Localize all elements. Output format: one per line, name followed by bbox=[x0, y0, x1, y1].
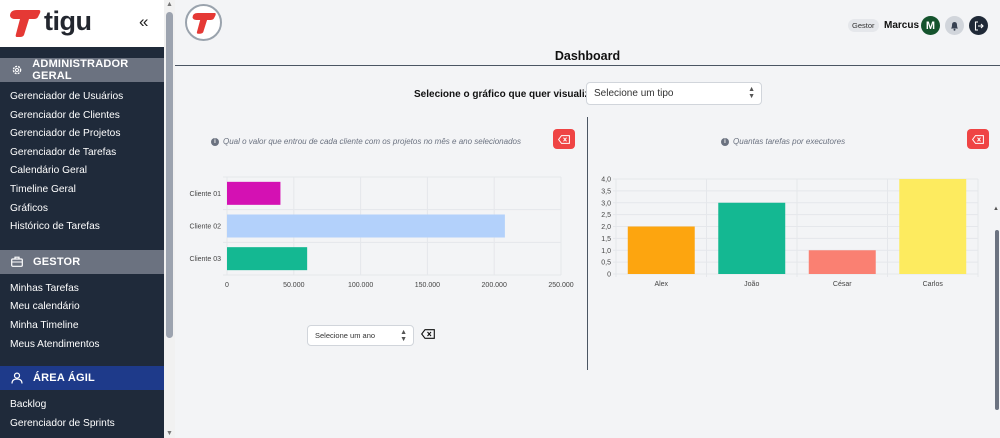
bar bbox=[227, 214, 505, 238]
x-tick-label: 100.000 bbox=[348, 282, 373, 289]
page-title: Dashboard bbox=[554, 49, 621, 63]
tasks-per-executor-chart: 0 0,5 1,0 1,5 2,0 2,5 3,0 3,5 4,0 Alex João César Ca… bbox=[601, 177, 979, 288]
y-tick-label: 2,0 bbox=[601, 224, 611, 231]
section-area-agil[interactable]: ÁREA ÁGIL bbox=[0, 366, 164, 391]
section-title: ÁREA ÁGIL bbox=[33, 372, 95, 385]
x-tick-label: João bbox=[744, 281, 759, 288]
x-tick-label: 0 bbox=[225, 282, 229, 289]
bar bbox=[227, 247, 308, 271]
admin-nav-list: Gerenciador de Usuários Gerenciador de C… bbox=[0, 82, 164, 237]
section-title: GESTOR bbox=[33, 255, 81, 268]
top-bar: Gestor Marcus M bbox=[175, 0, 1000, 47]
y-tick-label: Cliente 02 bbox=[189, 224, 221, 231]
info-icon: i bbox=[721, 137, 729, 146]
agil-nav-list: Backlog Gerenciador de Sprints bbox=[0, 390, 164, 433]
nav-meu-calendario[interactable]: Meu calendário bbox=[10, 301, 80, 313]
gear-icon bbox=[10, 63, 23, 77]
role-badge: Gestor bbox=[848, 19, 879, 32]
nav-meus-atendimentos[interactable]: Meus Atendimentos bbox=[10, 338, 100, 350]
x-tick-label: Alex bbox=[654, 281, 668, 288]
bar bbox=[718, 202, 786, 274]
backspace-icon bbox=[558, 134, 570, 144]
nav-minha-timeline[interactable]: Minha Timeline bbox=[10, 319, 79, 331]
sidebar-scrollbar[interactable]: ▲ ▼ bbox=[164, 0, 175, 438]
gestor-nav-list: Minhas Tarefas Meu calendário Minha Time… bbox=[0, 274, 164, 354]
scrollbar-thumb[interactable] bbox=[995, 230, 999, 410]
y-tick-label: 1,5 bbox=[601, 236, 611, 243]
double-chevron-left-icon[interactable]: « bbox=[139, 12, 149, 31]
app-logo-icon[interactable] bbox=[185, 4, 222, 41]
y-tick-label: 2,5 bbox=[601, 212, 611, 219]
brand-area: tigu « bbox=[0, 0, 164, 47]
bar bbox=[808, 250, 876, 274]
select-caret-icon: ▲ ▼ bbox=[400, 329, 407, 343]
main-scrollbar[interactable]: ▲ bbox=[993, 200, 1000, 438]
section-title: ADMINISTRADOR GERAL bbox=[32, 58, 129, 82]
nav-minhas-tarefas[interactable]: Minhas Tarefas bbox=[10, 282, 79, 294]
select-caret-icon: ▲ ▼ bbox=[748, 86, 755, 100]
charts-divider bbox=[587, 117, 588, 370]
scroll-up-icon[interactable]: ▲ bbox=[993, 206, 999, 212]
backspace-icon bbox=[972, 134, 984, 144]
chart-type-select-value: Selecione um tipo bbox=[594, 88, 674, 99]
nav-gerenciador-sprints[interactable]: Gerenciador de Sprints bbox=[10, 417, 115, 429]
left-chart-caption: i Qual o valor que entrou de cada client… bbox=[211, 137, 521, 146]
nav-gerenciador-clientes[interactable]: Gerenciador de Clientes bbox=[10, 109, 120, 121]
brand-name: tigu bbox=[44, 6, 92, 36]
y-tick-label: 0,5 bbox=[601, 260, 611, 267]
client-revenue-chart: 0 50.000 100.000 150.000 200.000 250.000 Clien… bbox=[189, 176, 574, 289]
right-chart-caption: i Quantas tarefas por executores bbox=[721, 137, 845, 146]
scrollbar-thumb[interactable] bbox=[166, 12, 173, 338]
year-select[interactable]: Selecione um ano ▲ ▼ bbox=[307, 325, 414, 346]
chart-selector-label: Selecione o gráfico que quer visualizar: bbox=[414, 89, 603, 100]
x-tick-label: Carlos bbox=[923, 281, 944, 288]
y-tick-label: Cliente 03 bbox=[189, 256, 221, 263]
title-divider bbox=[175, 65, 1000, 66]
y-tick-label: 1,0 bbox=[601, 248, 611, 255]
x-tick-label: César bbox=[833, 281, 852, 288]
chart-type-select[interactable]: Selecione um tipo ▲ ▼ bbox=[586, 82, 762, 105]
sidebar: tigu « ADMINISTRADOR GERAL Gerenciador d… bbox=[0, 0, 164, 438]
section-gestor[interactable]: GESTOR bbox=[0, 249, 164, 274]
nav-gerenciador-projetos[interactable]: Gerenciador de Projetos bbox=[10, 128, 121, 140]
avatar[interactable]: M bbox=[921, 16, 940, 35]
x-tick-label: 200.000 bbox=[482, 282, 507, 289]
user-icon bbox=[10, 371, 24, 385]
bar bbox=[899, 179, 967, 274]
nav-historico-tarefas[interactable]: Histórico de Tarefas bbox=[10, 221, 100, 233]
scroll-up-icon[interactable]: ▲ bbox=[166, 1, 173, 8]
y-tick-label: 0 bbox=[607, 272, 611, 279]
nav-calendario-geral[interactable]: Calendário Geral bbox=[10, 165, 88, 177]
left-chart-title: Qual o valor que entrou de cada cliente … bbox=[223, 137, 521, 146]
scroll-down-icon[interactable]: ▼ bbox=[166, 430, 173, 437]
right-chart-title: Quantas tarefas por executores bbox=[733, 137, 846, 146]
logout-icon[interactable] bbox=[969, 16, 988, 35]
bar bbox=[627, 226, 695, 274]
remove-right-chart-button[interactable] bbox=[967, 129, 989, 149]
nav-timeline-geral[interactable]: Timeline Geral bbox=[10, 183, 76, 195]
y-tick-label: 4,0 bbox=[601, 177, 611, 184]
briefcase-icon bbox=[10, 255, 24, 269]
user-name: Marcus bbox=[884, 20, 920, 31]
nav-gerenciador-usuarios[interactable]: Gerenciador de Usuários bbox=[10, 91, 124, 102]
tigu-logo-icon bbox=[10, 10, 41, 37]
nav-backlog[interactable]: Backlog bbox=[10, 399, 47, 411]
info-icon: i bbox=[211, 137, 219, 146]
y-tick-label: Cliente 01 bbox=[189, 191, 221, 198]
x-tick-label: 150.000 bbox=[415, 282, 440, 289]
bar bbox=[227, 181, 281, 205]
x-tick-label: 50.000 bbox=[283, 282, 305, 289]
remove-left-chart-button[interactable] bbox=[553, 129, 575, 149]
clear-year-icon[interactable] bbox=[421, 329, 435, 339]
nav-graficos[interactable]: Gráficos bbox=[10, 202, 48, 214]
y-tick-label: 3,0 bbox=[601, 200, 611, 207]
y-tick-label: 3,5 bbox=[601, 188, 611, 195]
section-admin-geral[interactable]: ADMINISTRADOR GERAL bbox=[0, 58, 164, 82]
x-tick-label: 250.000 bbox=[548, 282, 573, 289]
year-select-value: Selecione um ano bbox=[315, 331, 376, 340]
bell-icon[interactable] bbox=[945, 16, 964, 35]
nav-gerenciador-tarefas[interactable]: Gerenciador de Tarefas bbox=[10, 146, 117, 158]
